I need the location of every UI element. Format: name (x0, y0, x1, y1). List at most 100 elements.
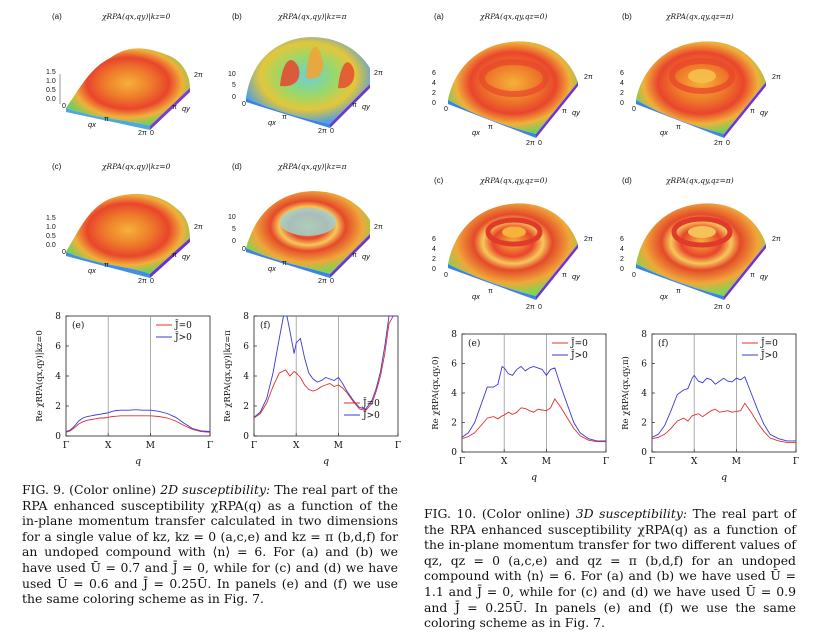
x-tick-label: M (542, 457, 551, 467)
x-tick-label: Γ (459, 457, 465, 467)
y-tick-label: 0 (641, 448, 647, 458)
x-tick: 0 (632, 272, 636, 279)
x-tick-label: Γ (63, 441, 69, 451)
y-tick-label: 2 (451, 419, 457, 429)
x-tick: 2π (714, 304, 723, 311)
surface-plot (636, 203, 766, 300)
x-tick: 2π (138, 278, 147, 285)
y-tick: 2π (772, 74, 781, 81)
y-tick-label: 6 (55, 342, 61, 352)
z-tick: 0.0 (46, 242, 56, 249)
series-line (253, 315, 398, 419)
z-tick: 6 (620, 70, 624, 77)
panel-label: (b) (232, 12, 242, 21)
z-tick: 0 (620, 100, 624, 107)
y-tick: 2π (374, 70, 383, 77)
legend-label: J̄=0 (174, 319, 192, 331)
legend-label: J̄=0 (362, 397, 380, 409)
panel-label: (c) (434, 176, 444, 185)
y-tick: π (750, 272, 755, 279)
y-tick-label: 8 (451, 330, 457, 340)
panel-label: (a) (434, 12, 444, 21)
panel-label: (d) (622, 176, 632, 185)
x-tick-label: X (501, 457, 508, 467)
z-tick: 2 (620, 90, 624, 97)
series-line (651, 374, 796, 442)
y-axis-label: qy (760, 272, 768, 281)
z-tick: 10 (228, 214, 236, 221)
x-tick: 2π (714, 140, 723, 147)
x-tick: π (676, 288, 681, 295)
x-tick-label: M (732, 457, 741, 467)
fig9-panel-d: (d) χRPA(qx,qy)|kz=π 10 5 0 0 π 2π 0 π 2… (220, 158, 410, 300)
x-tick: 0 (242, 246, 246, 253)
series-line (461, 398, 606, 443)
caption-title: 3D susceptibility: (575, 506, 687, 521)
x-tick: 0 (444, 272, 448, 279)
y-tick-label: 6 (243, 342, 249, 352)
panel-label: (c) (52, 162, 62, 171)
surface-plot (448, 41, 578, 138)
y-tick: 0 (538, 304, 542, 311)
z-tick: 0.0 (46, 96, 56, 103)
x-axis-label: qx (268, 264, 276, 273)
y-axis-label: qy (362, 102, 370, 111)
z-tick: 1.0 (46, 224, 56, 231)
y-axis-label: Re χRPA(qx,qy,π) (620, 356, 631, 430)
fig10-panel-c: (c) χRPA(qx,qy,qz=0) 6 4 2 0 0 π 2π 0 π … (418, 168, 618, 318)
x-axis-label: qx (88, 120, 96, 129)
x-axis-label: qx (472, 292, 480, 301)
x-tick-label: Γ (395, 441, 401, 451)
y-tick: 2π (194, 72, 203, 79)
fig9-panel-c: (c) χRPA(qx,qy)|kz=0 1.5 1.0 0.5 0.0 0 π… (40, 158, 230, 300)
y-tick: π (562, 108, 567, 115)
z-tick: 6 (432, 70, 436, 77)
y-axis-label: Re χRPA(qx,qy,0) (430, 356, 441, 430)
legend-label: J̄=0 (570, 337, 588, 349)
y-tick: 0 (150, 278, 154, 285)
z-tick: 1.0 (46, 78, 56, 85)
x-tick: 2π (526, 140, 535, 147)
x-tick: 0 (444, 106, 448, 113)
x-tick: 2π (318, 128, 327, 135)
x-tick-label: M (334, 441, 343, 451)
surface-plot (246, 37, 370, 128)
z-tick: 0 (620, 266, 624, 273)
z-tick: 0 (232, 238, 236, 245)
panel-label: (e) (468, 338, 480, 349)
y-tick: 0 (726, 304, 730, 311)
x-axis-label: qx (660, 292, 668, 301)
z-tick: 0.5 (46, 233, 56, 240)
panel-label: (e) (72, 320, 84, 331)
y-axis-label: Re χRPA(qx,qy)|kz=π (222, 330, 233, 422)
x-tick-label: Γ (251, 441, 257, 451)
fig9-panel-a: (a) χRPA(qx,qy)|kz=0 1.5 1.0 0.5 0.0 0 π… (40, 8, 230, 150)
x-tick: 0 (632, 106, 636, 113)
y-tick-label: 8 (55, 312, 61, 322)
y-axis-label: qy (362, 252, 370, 261)
fig10-caption: FIG. 10. (Color online) 3D susceptibilit… (424, 506, 796, 631)
x-tick: π (104, 262, 109, 269)
x-tick-label: M (146, 441, 155, 451)
fig9-caption: FIG. 9. (Color online) 2D susceptibility… (22, 482, 398, 607)
z-tick: 0 (432, 100, 436, 107)
caption-body: The real part of the RPA enhanced suscep… (424, 506, 796, 631)
surface-title: χRPA(qx,qy,qz=π) (666, 12, 734, 21)
y-axis-label: qy (760, 108, 768, 117)
x-tick: 2π (526, 304, 535, 311)
y-tick: 2π (584, 74, 593, 81)
surface-title: χRPA(qx,qy,qz=0) (480, 176, 548, 185)
x-tick: 0 (242, 101, 246, 108)
x-tick-label: Γ (793, 457, 799, 467)
y-tick-label: 2 (641, 419, 647, 429)
surface-plot (448, 203, 578, 300)
y-tick: π (352, 252, 357, 259)
surface-title: χRPA(qx,qy)|kz=π (278, 162, 347, 171)
y-tick: 0 (330, 128, 334, 135)
caption-title: 2D susceptibility: (160, 482, 271, 497)
z-tick: 4 (620, 246, 624, 253)
panel-label: (f) (260, 320, 270, 331)
z-tick: 1.5 (46, 215, 56, 222)
surface-title: χRPA(qx,qy)|kz=0 (102, 162, 171, 171)
legend-label: J̄=0 (760, 337, 778, 349)
